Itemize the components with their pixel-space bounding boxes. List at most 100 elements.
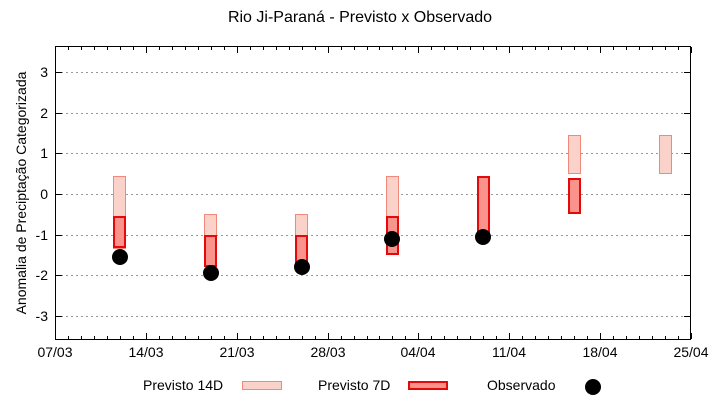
x-tick xyxy=(68,336,69,339)
x-tick xyxy=(185,336,186,339)
x-tick xyxy=(250,336,251,339)
x-tick xyxy=(574,47,575,50)
gridline xyxy=(56,113,690,114)
x-tick xyxy=(483,47,484,50)
x-tick xyxy=(354,336,355,339)
y-tick xyxy=(56,194,62,195)
x-tick xyxy=(133,47,134,50)
gridline xyxy=(56,235,690,236)
x-tick xyxy=(678,47,679,50)
observado-dot xyxy=(475,229,491,245)
x-tick xyxy=(146,333,147,339)
legend-label-observado: Observado xyxy=(487,377,556,393)
gridline xyxy=(56,316,690,317)
x-tick xyxy=(328,333,329,339)
x-tick-label: 25/04 xyxy=(673,344,709,360)
x-tick xyxy=(470,336,471,339)
x-tick xyxy=(172,336,173,339)
y-tick xyxy=(684,235,690,236)
previsto-7d-bar xyxy=(113,216,126,248)
x-tick xyxy=(55,333,56,339)
y-tick xyxy=(56,235,62,236)
x-tick xyxy=(574,336,575,339)
y-tick xyxy=(56,72,62,73)
previsto-7d-bar xyxy=(477,176,490,235)
x-tick xyxy=(522,336,523,339)
x-tick xyxy=(94,336,95,339)
y-tick-label: -3 xyxy=(35,308,48,324)
gridline xyxy=(56,275,690,276)
y-tick xyxy=(56,113,62,114)
observado-dot xyxy=(384,231,400,247)
plot-area xyxy=(55,46,691,340)
x-tick xyxy=(341,47,342,50)
x-tick xyxy=(250,47,251,50)
x-tick xyxy=(509,47,510,53)
x-tick xyxy=(457,47,458,50)
y-tick-label: 2 xyxy=(40,105,48,121)
x-tick xyxy=(276,336,277,339)
x-tick xyxy=(665,336,666,339)
x-tick xyxy=(444,336,445,339)
x-tick-label: 04/04 xyxy=(400,344,436,360)
x-tick xyxy=(587,47,588,50)
y-tick xyxy=(684,113,690,114)
x-tick xyxy=(691,333,692,339)
gridline xyxy=(56,72,690,73)
x-tick xyxy=(276,47,277,50)
y-tick xyxy=(684,194,690,195)
x-tick xyxy=(457,336,458,339)
x-tick xyxy=(626,336,627,339)
x-tick xyxy=(392,336,393,339)
x-tick xyxy=(94,47,95,50)
x-tick xyxy=(600,47,601,53)
x-tick xyxy=(107,336,108,339)
x-tick xyxy=(68,47,69,50)
y-tick-label: 1 xyxy=(40,145,48,161)
x-tick xyxy=(133,336,134,339)
x-tick xyxy=(263,336,264,339)
x-tick xyxy=(470,47,471,50)
x-tick xyxy=(496,336,497,339)
legend-label-previsto-7d: Previsto 7D xyxy=(318,377,391,393)
y-tick xyxy=(56,275,62,276)
y-tick-label: -1 xyxy=(35,227,48,243)
x-tick xyxy=(535,47,536,50)
x-tick xyxy=(444,47,445,50)
x-tick xyxy=(341,336,342,339)
x-tick xyxy=(81,336,82,339)
x-tick xyxy=(561,47,562,50)
x-tick xyxy=(652,47,653,50)
x-tick xyxy=(587,336,588,339)
legend-swatch-previsto-7d-icon xyxy=(408,381,448,390)
x-tick xyxy=(185,47,186,50)
x-tick xyxy=(613,47,614,50)
x-tick xyxy=(522,47,523,50)
y-tick-label: -2 xyxy=(35,267,48,283)
x-tick xyxy=(548,47,549,50)
legend-swatch-previsto-14d-icon xyxy=(242,381,282,390)
x-tick xyxy=(405,336,406,339)
y-tick-label: 0 xyxy=(40,186,48,202)
x-tick xyxy=(431,47,432,50)
gridline xyxy=(56,194,690,195)
x-tick xyxy=(367,47,368,50)
x-tick xyxy=(198,47,199,50)
x-tick xyxy=(613,336,614,339)
x-tick xyxy=(665,47,666,50)
x-tick xyxy=(535,336,536,339)
x-tick xyxy=(224,47,225,50)
observado-dot xyxy=(112,249,128,265)
x-tick xyxy=(302,47,303,50)
legend-observado-dot-icon xyxy=(585,379,601,395)
x-tick xyxy=(392,47,393,50)
x-tick xyxy=(405,47,406,50)
x-tick xyxy=(237,47,238,53)
x-tick xyxy=(379,336,380,339)
x-tick-label: 21/03 xyxy=(219,344,255,360)
x-tick xyxy=(302,336,303,339)
y-tick xyxy=(684,275,690,276)
y-tick xyxy=(684,316,690,317)
previsto-7d-bar xyxy=(568,178,581,214)
